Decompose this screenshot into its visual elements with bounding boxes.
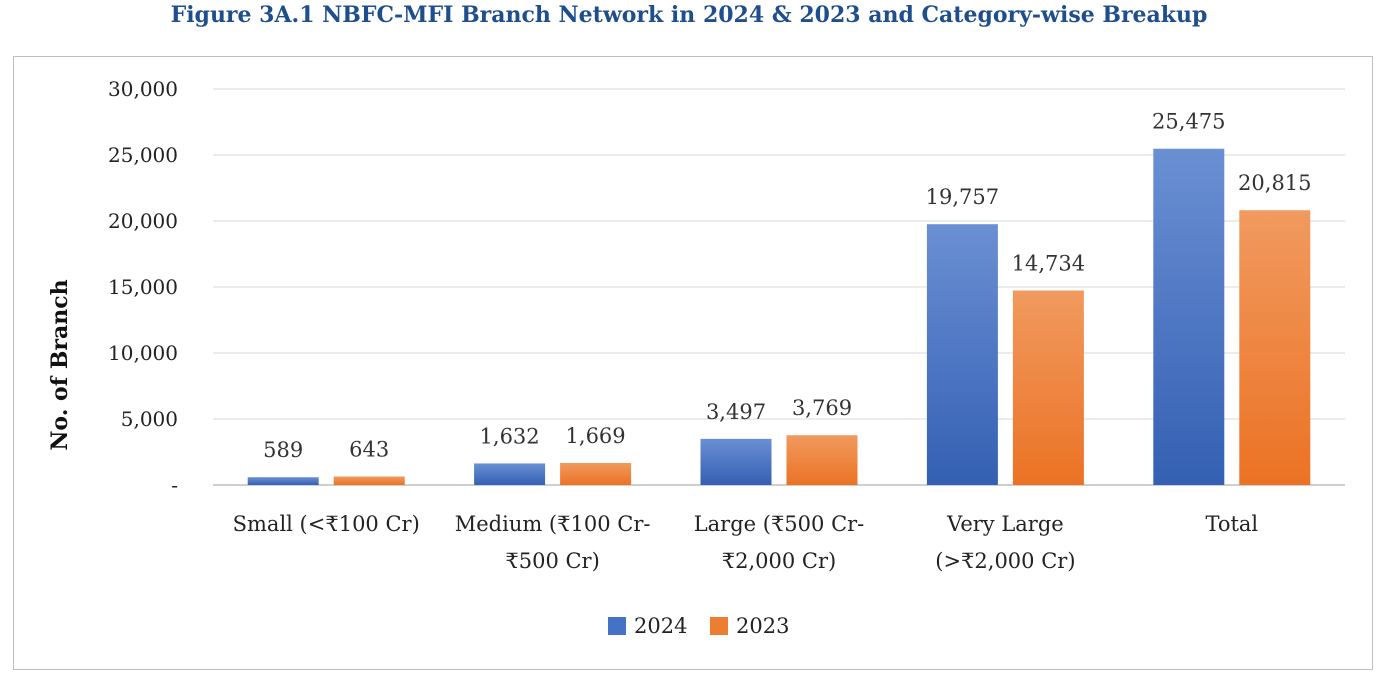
bar-2024-3 [926,224,998,486]
data-labels: 589 1,632 3,497 19,757 25,475 643 1,669 3,769 14… [263,110,1311,462]
bar-2024-2 [700,438,772,485]
data-label: 1,632 [480,424,540,448]
y-tick-label: 15,000 [108,275,178,299]
y-tick-label: 20,000 [108,209,178,233]
legend-swatch-2024 [608,617,626,635]
data-label: 1,669 [566,424,626,448]
category-label: Medium (₹100 Cr-₹500 Cr) [455,512,651,573]
y-tick-label: 10,000 [108,341,178,365]
category-label: Total [1205,512,1258,536]
category-label: Small (<₹100 Cr) [233,512,420,536]
bar-2024-4 [1153,148,1225,486]
data-label: 3,769 [792,396,852,420]
data-label: 20,815 [1238,171,1311,195]
bar-2024-1 [474,463,546,485]
category-label: Very Large (>₹2,000 Cr) [935,512,1075,573]
bar-2023-1 [560,462,632,485]
chart-frame [13,56,1373,670]
y-tick-label: 5,000 [121,407,178,431]
y-tick-label: - [171,473,178,497]
y-axis-label: No. of Branch [47,279,73,450]
data-label: 19,757 [926,185,999,209]
bar-2023-4 [1239,210,1311,485]
data-label: 3,497 [706,400,766,424]
category-label: Large (₹500 Cr-₹2,000 Cr) [694,512,865,573]
bars [247,148,1311,486]
data-label: 14,734 [1012,252,1085,276]
bar-2023-0 [333,476,405,485]
bar-2023-3 [1012,290,1084,485]
y-tick-label: 30,000 [108,77,178,101]
bar-2024-0 [247,477,319,485]
legend-label-2024: 2024 [634,614,687,638]
legend-swatch-2023 [710,617,728,635]
legend: 2024 2023 [608,614,789,638]
legend-label-2023: 2023 [736,614,789,638]
y-tick-label: 25,000 [108,143,178,167]
data-label: 25,475 [1152,110,1225,134]
y-axis-ticks: - 5,000 10,000 15,000 20,000 25,000 30,000 [108,77,178,497]
data-label: 589 [263,438,303,462]
bar-2023-2 [786,435,858,485]
data-label: 643 [349,438,389,462]
chart-title: Figure 3A.1 NBFC-MFI Branch Network in 2… [170,2,1208,28]
category-labels: Small (<₹100 Cr) Medium (₹100 Cr-₹500 Cr)… [233,512,1259,573]
